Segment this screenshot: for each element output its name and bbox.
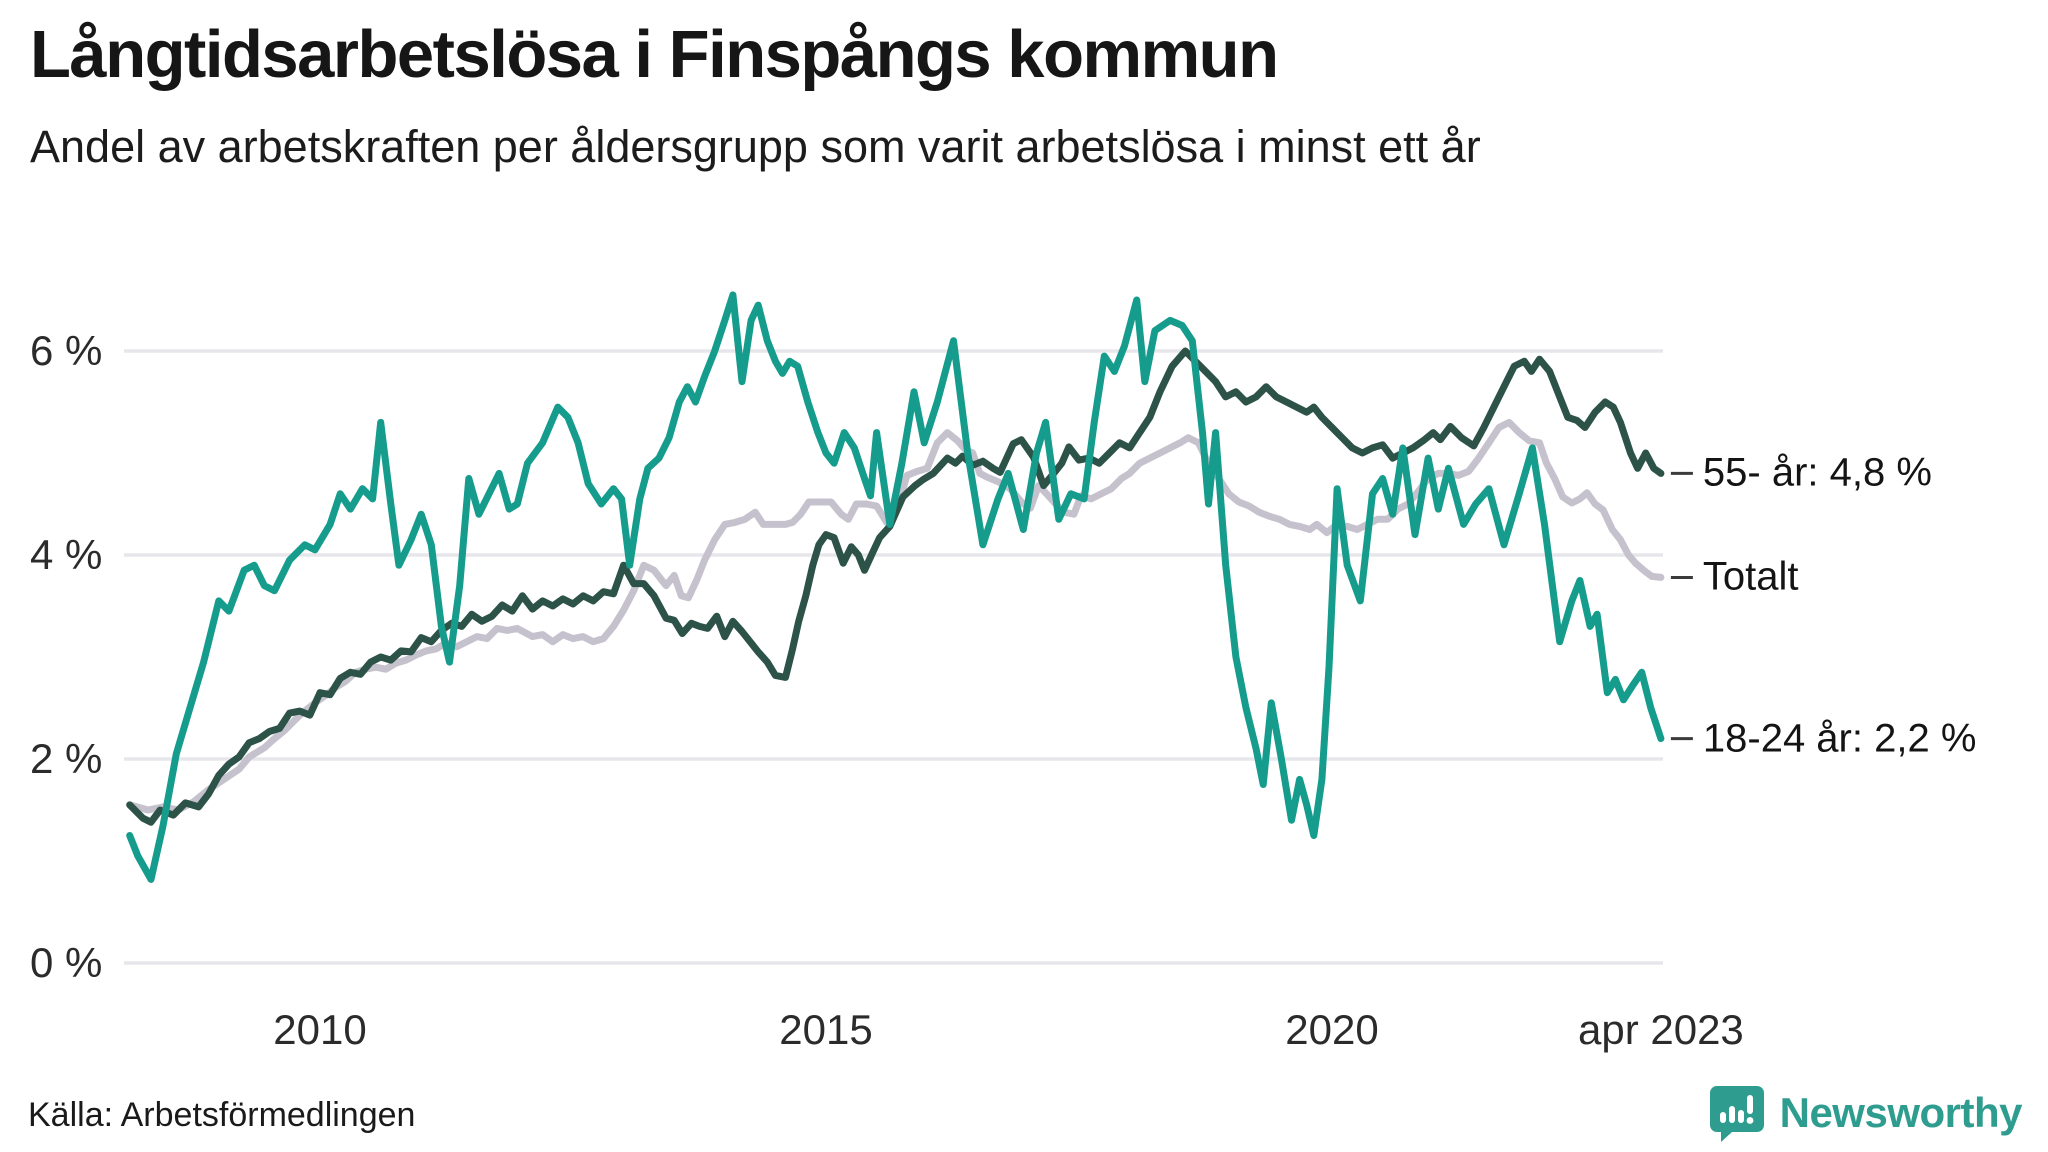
chart-subtitle: Andel av arbetskraften per åldersgrupp s… bbox=[30, 121, 1481, 172]
page-title: Långtidsarbetslösa i Finspångs kommun bbox=[30, 17, 1279, 92]
x-axis-tick-label: 2015 bbox=[779, 1006, 873, 1053]
x-axis-tick-label: 2020 bbox=[1285, 1006, 1379, 1053]
series-end-label-totalt: Totalt bbox=[1702, 554, 1799, 599]
series-line-18-24-ar bbox=[126, 291, 1665, 883]
series-end-label-55-ar: 55- år: 4,8 % bbox=[1702, 450, 1932, 495]
source-note: Källa: Arbetsförmedlingen bbox=[28, 1096, 416, 1134]
y-axis-tick-label: 4 % bbox=[30, 531, 103, 578]
y-axis-tick-label: 0 % bbox=[30, 939, 103, 986]
y-axis-tick-label: 6 % bbox=[30, 327, 103, 374]
brand-lockup: Newsworthy bbox=[1708, 1084, 2023, 1142]
bar-chart-speech-bubble-icon bbox=[1708, 1084, 1766, 1142]
brand-name: Newsworthy bbox=[1779, 1089, 2023, 1136]
x-axis-tick-label: apr 2023 bbox=[1577, 1006, 1744, 1053]
series-end-label-18-24-ar: 18-24 år: 2,2 % bbox=[1702, 716, 1977, 761]
series-line-55-ar bbox=[126, 347, 1665, 826]
y-axis-tick-label: 2 % bbox=[30, 735, 103, 782]
x-axis-tick-label: 2010 bbox=[273, 1006, 367, 1053]
